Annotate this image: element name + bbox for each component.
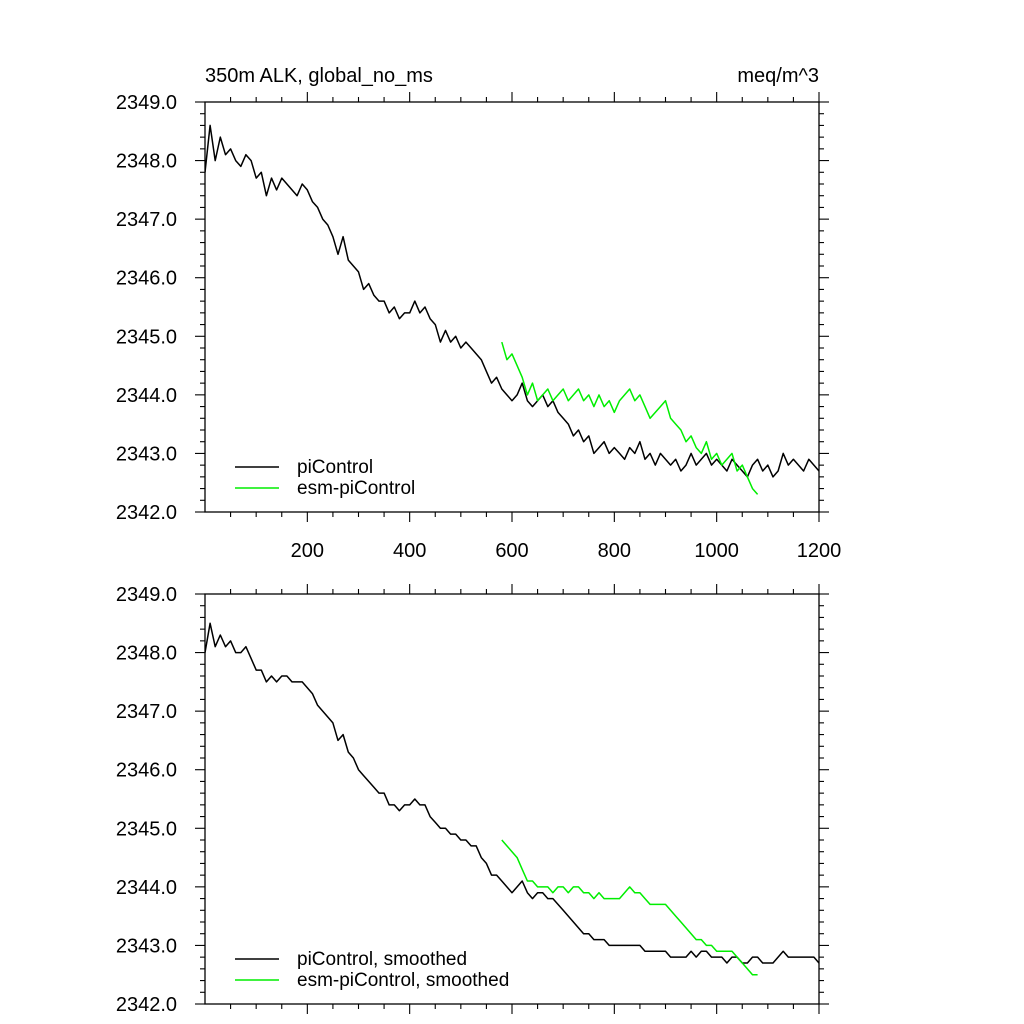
y-tick-label: 2347.0 xyxy=(116,209,177,231)
y-tick-label: 2343.0 xyxy=(116,443,177,465)
x-tick-label: 600 xyxy=(495,540,528,562)
x-tick-label: 1000 xyxy=(694,540,739,562)
y-tick-label: 2349.0 xyxy=(116,584,177,606)
chart-panel-2: 2342.0 2343.0 2344.0 2345.0 2346.0 2347.0 2348… xyxy=(116,584,829,1016)
y-tick-label: 2347.0 xyxy=(116,701,177,723)
y-tick-label: 2342.0 xyxy=(116,994,177,1016)
legend-label-esm-picontrol-smoothed: esm-piControl, smoothed xyxy=(297,970,509,991)
chart-title-right: meq/m^3 xyxy=(737,65,819,87)
series-line-picontrol xyxy=(205,124,819,478)
y-tick-label: 2346.0 xyxy=(116,760,177,782)
series-line-picontrol-smoothed xyxy=(205,622,819,964)
y-tick-label: 2348.0 xyxy=(116,151,177,173)
chart-title-left: 350m ALK, global_no_ms xyxy=(205,65,433,87)
chart-panel-1: 2342.0 2343.0 2344.0 2345.0 2346.0 2347.0 2348… xyxy=(116,65,841,562)
x-tick-label: 800 xyxy=(598,540,631,562)
y-tick-label: 2344.0 xyxy=(116,877,177,899)
series-line-esm-picontrol xyxy=(501,341,759,495)
x-tick-label: 1200 xyxy=(797,540,842,562)
legend-label-esm-picontrol: esm-piControl xyxy=(297,478,415,499)
y-tick-label: 2342.0 xyxy=(116,502,177,524)
y-tick-label: 2349.0 xyxy=(116,92,177,114)
y-tick-label: 2344.0 xyxy=(116,385,177,407)
y-tick-label: 2345.0 xyxy=(116,818,177,840)
series-line-esm-picontrol-smoothed xyxy=(501,839,758,976)
plot-frame xyxy=(204,593,820,1005)
y-tick-label: 2343.0 xyxy=(116,935,177,957)
x-tick-label: 200 xyxy=(291,540,324,562)
legend-label-picontrol: piControl xyxy=(297,457,373,478)
y-tick-label: 2346.0 xyxy=(116,268,177,290)
legend-label-picontrol-smoothed: piControl, smoothed xyxy=(297,949,467,970)
y-tick-label: 2345.0 xyxy=(116,326,177,348)
x-tick-label: 400 xyxy=(393,540,426,562)
y-tick-label: 2348.0 xyxy=(116,643,177,665)
plot-frame xyxy=(204,101,820,513)
